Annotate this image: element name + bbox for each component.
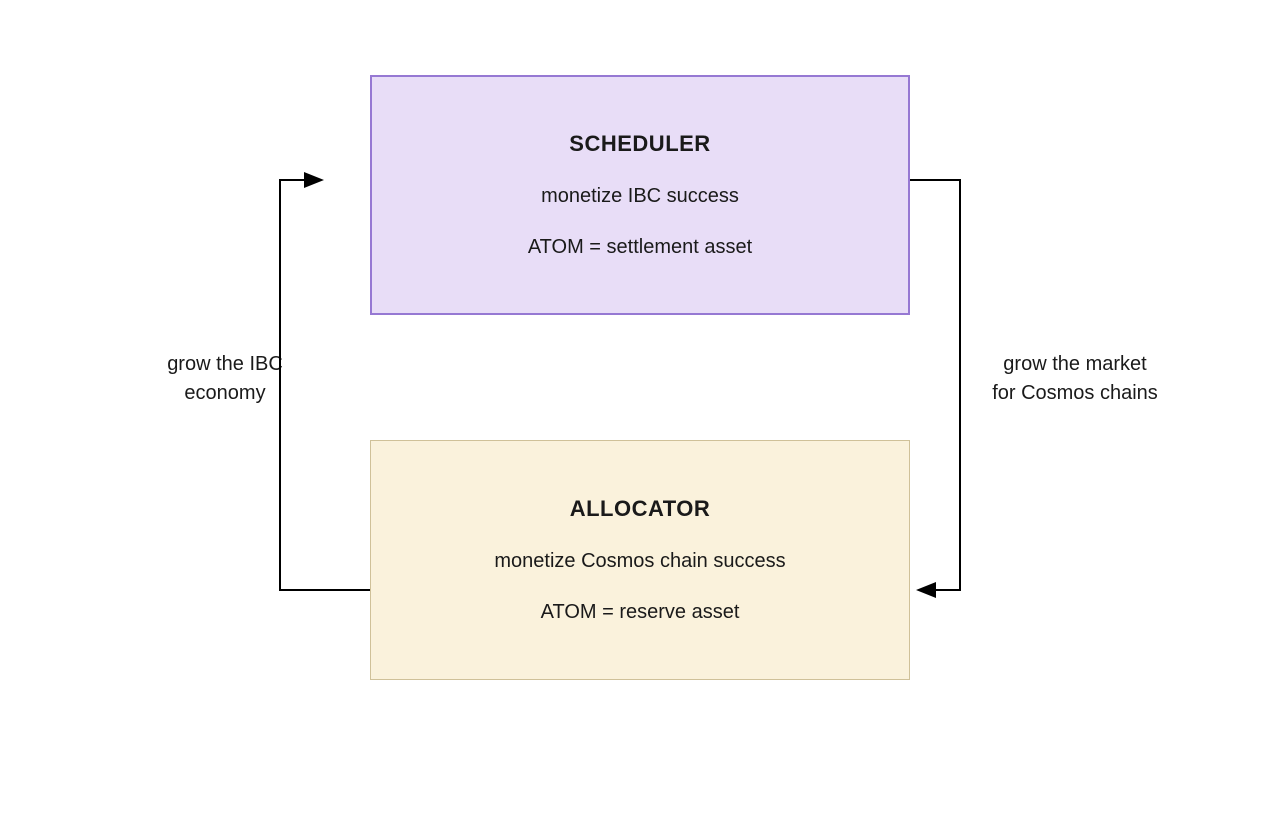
allocator-line2: ATOM = reserve asset [541, 601, 740, 624]
scheduler-line1: monetize IBC success [541, 185, 739, 208]
scheduler-title: SCHEDULER [569, 131, 710, 157]
left-label: grow the IBC economy [135, 350, 315, 408]
left-label-l2: economy [184, 382, 265, 404]
allocator-line1: monetize Cosmos chain success [494, 550, 785, 573]
allocator-title: ALLOCATOR [570, 496, 711, 522]
left-label-l1: grow the IBC [167, 353, 283, 375]
allocator-box: ALLOCATOR monetize Cosmos chain success … [370, 440, 910, 680]
right-label: grow the market for Cosmos chains [970, 350, 1180, 408]
right-label-l2: for Cosmos chains [992, 382, 1158, 404]
scheduler-box: SCHEDULER monetize IBC success ATOM = se… [370, 75, 910, 315]
right-arrow [910, 180, 960, 590]
scheduler-line2: ATOM = settlement asset [528, 236, 752, 259]
right-label-l1: grow the market [1003, 353, 1146, 375]
